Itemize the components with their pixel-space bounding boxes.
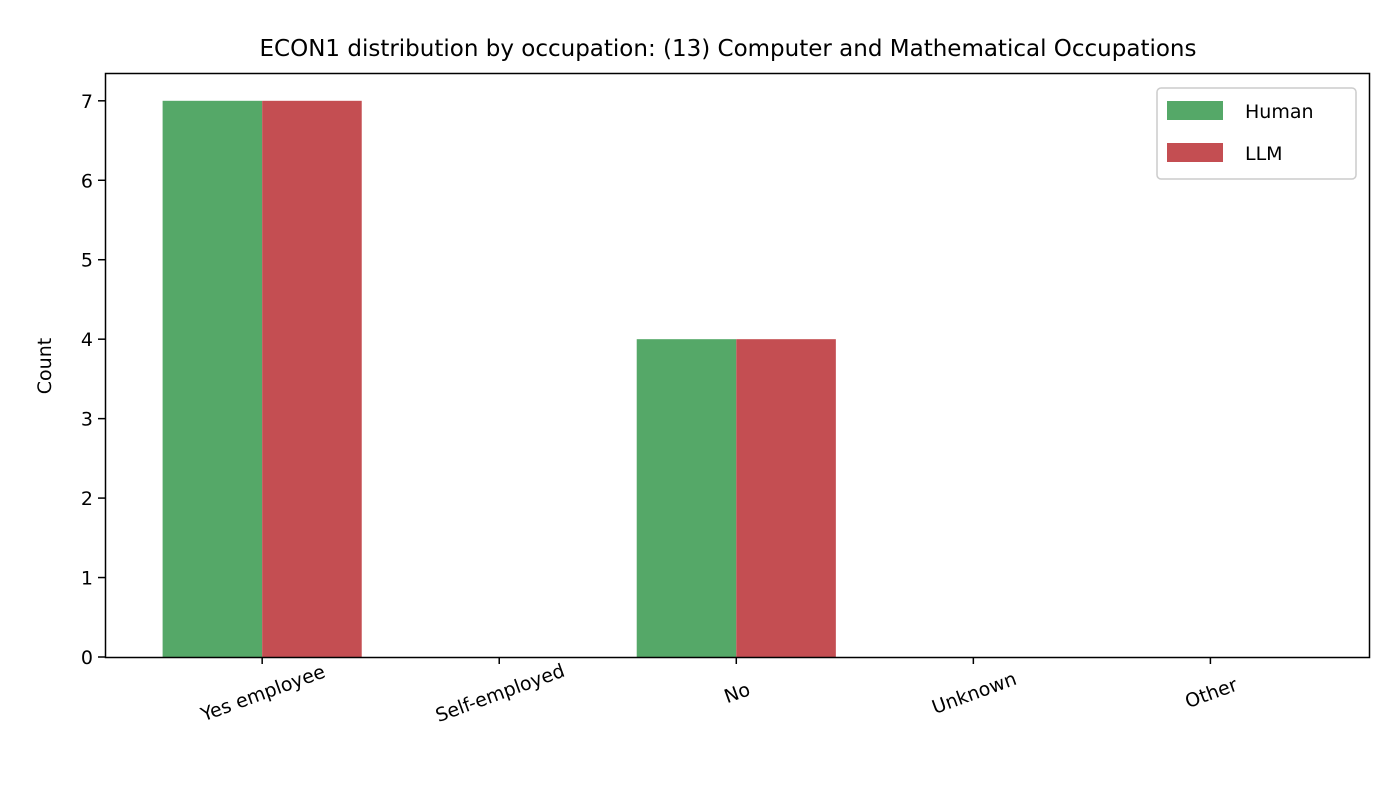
- y-tick-label-1: 1: [81, 568, 93, 590]
- chart-title: ECON1 distribution by occupation: (13) C…: [260, 36, 1197, 62]
- y-tick-label-6: 6: [81, 170, 93, 192]
- y-tick-label-0: 0: [81, 647, 93, 669]
- legend-label-llm: LLM: [1245, 143, 1283, 165]
- bar-human-0: [162, 100, 263, 657]
- y-tick-label-3: 3: [81, 409, 93, 431]
- x-tick-label-4: Other: [1182, 674, 1240, 713]
- y-tick-label-4: 4: [81, 329, 93, 351]
- x-tick-label-3: Unknown: [929, 668, 1019, 719]
- x-tick-label-2: No: [721, 679, 753, 709]
- legend-label-human: Human: [1245, 101, 1314, 123]
- x-axis-ticks: Yes employee Self-employed No Unknown Other: [197, 657, 1241, 727]
- x-tick-label-1: Self-employed: [433, 660, 568, 727]
- y-tick-label-7: 7: [81, 91, 93, 113]
- x-tick-label-0: Yes employee: [197, 661, 328, 727]
- legend: Human LLM: [1156, 87, 1357, 180]
- legend-swatch-llm: [1167, 143, 1223, 162]
- y-axis-label: Count: [34, 338, 56, 394]
- bar-llm-0: [262, 100, 362, 657]
- legend-swatch-human: [1167, 101, 1223, 120]
- y-tick-label-5: 5: [81, 250, 93, 272]
- y-tick-label-2: 2: [81, 488, 93, 510]
- y-axis-ticks: 0 1 2 3 4 5 6 7: [81, 91, 105, 669]
- bar-human-2: [636, 339, 737, 657]
- bars-group: [162, 100, 836, 657]
- bar-llm-2: [736, 339, 836, 657]
- plot-frame: [104, 72, 1371, 659]
